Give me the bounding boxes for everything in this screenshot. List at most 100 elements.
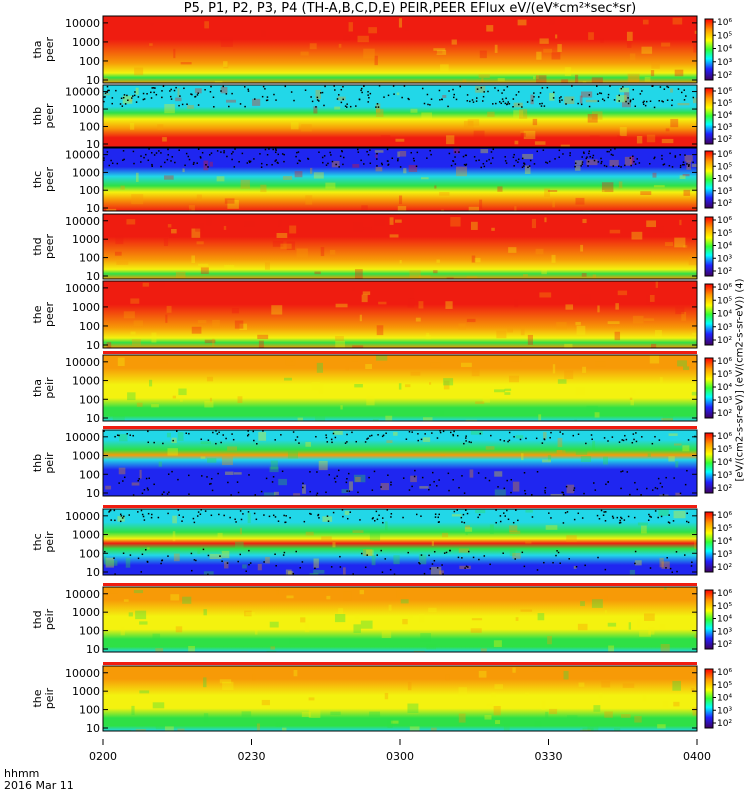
texture-mark <box>644 613 655 621</box>
noise-speck <box>123 476 126 479</box>
texture-mark <box>173 48 176 59</box>
texture-mark <box>166 305 172 313</box>
texture-mark <box>575 197 585 205</box>
noise-speck <box>464 154 467 157</box>
texture-mark <box>388 604 392 611</box>
noise-speck <box>512 98 515 100</box>
noise-speck <box>351 431 353 434</box>
noise-speck <box>360 89 362 92</box>
texture-mark <box>664 587 667 590</box>
texture-mark <box>691 391 697 396</box>
texture-mark <box>304 622 310 633</box>
noise-speck <box>587 165 589 167</box>
texture-mark <box>597 305 600 313</box>
texture-mark <box>673 701 680 707</box>
noise-speck <box>104 96 106 98</box>
noise-speck <box>316 96 319 99</box>
noise-speck <box>113 557 115 559</box>
colorbar-tick-label: 10⁶ <box>717 589 732 599</box>
noise-speck <box>429 104 431 106</box>
texture-mark <box>493 705 501 716</box>
y-tick-label: 10 <box>86 722 100 735</box>
noise-speck <box>238 161 240 163</box>
noise-speck <box>571 98 574 101</box>
texture-mark <box>188 645 195 652</box>
noise-speck <box>289 516 291 519</box>
noise-speck <box>489 563 491 566</box>
noise-speck <box>484 477 487 479</box>
noise-speck <box>581 163 584 165</box>
texture-mark <box>320 247 325 257</box>
noise-speck <box>436 567 439 569</box>
texture-mark <box>658 509 669 516</box>
noise-speck <box>113 509 116 512</box>
noise-speck <box>573 518 576 521</box>
colorbar <box>704 432 714 494</box>
texture-mark <box>563 670 569 680</box>
texture-mark <box>155 648 164 652</box>
texture-mark <box>252 673 256 681</box>
noise-speck <box>346 490 348 492</box>
texture-mark <box>200 267 209 274</box>
texture-mark <box>171 437 177 444</box>
noise-speck <box>142 98 145 101</box>
noise-speck <box>175 86 177 89</box>
y-tick-label: 10000 <box>65 86 100 99</box>
noise-speck <box>197 511 200 513</box>
texture-mark <box>618 181 623 189</box>
noise-speck <box>466 100 469 102</box>
texture-mark <box>650 70 655 77</box>
colorbar-tick-label: 10⁴ <box>717 537 732 547</box>
y-tick-label: 1000 <box>72 233 100 246</box>
noise-speck <box>531 494 533 496</box>
texture-mark <box>203 677 207 688</box>
noise-speck <box>144 549 147 551</box>
noise-speck <box>324 85 326 88</box>
noise-speck <box>624 164 626 167</box>
colorbar-tick-label: 10³ <box>717 706 732 716</box>
noise-speck <box>254 494 256 496</box>
noise-speck <box>501 98 504 100</box>
noise-speck <box>137 96 140 98</box>
y-tick-label: 10000 <box>65 588 100 601</box>
noise-speck <box>456 509 459 511</box>
noise-speck <box>229 516 231 519</box>
texture-mark <box>106 208 117 211</box>
texture-mark <box>115 235 124 245</box>
texture-mark <box>407 681 412 691</box>
texture-mark <box>227 199 239 209</box>
noise-speck <box>207 573 209 576</box>
noise-speck <box>461 557 463 559</box>
noise-speck <box>580 165 582 167</box>
noise-speck <box>537 96 540 98</box>
texture-mark <box>293 670 298 677</box>
texture-mark <box>535 248 544 255</box>
noise-speck <box>122 552 125 555</box>
colorbar-tick-label: 10⁶ <box>717 668 732 678</box>
texture-mark <box>139 690 150 694</box>
panel-label: thapeer <box>31 37 56 63</box>
noise-speck <box>336 475 338 477</box>
noise-speck <box>450 431 452 434</box>
noise-speck <box>230 152 233 155</box>
texture-mark <box>471 255 476 263</box>
texture-mark <box>430 362 441 368</box>
texture-mark <box>353 222 364 232</box>
noise-speck <box>452 88 454 91</box>
texture-mark <box>436 50 443 54</box>
y-tick-label: 1000 <box>72 36 100 49</box>
noise-speck <box>116 162 119 165</box>
texture-mark <box>334 106 341 110</box>
texture-mark <box>313 172 324 179</box>
texture-mark <box>313 569 325 574</box>
texture-mark <box>561 79 569 83</box>
texture-mark <box>595 361 606 367</box>
noise-speck <box>661 486 663 488</box>
noise-speck <box>223 150 225 152</box>
noise-speck <box>335 163 337 166</box>
texture-mark <box>191 255 196 264</box>
panel-label: thcpeir <box>31 531 56 553</box>
noise-speck <box>341 150 343 153</box>
panel-label: thbpeir <box>31 452 56 474</box>
noise-speck <box>367 153 370 156</box>
